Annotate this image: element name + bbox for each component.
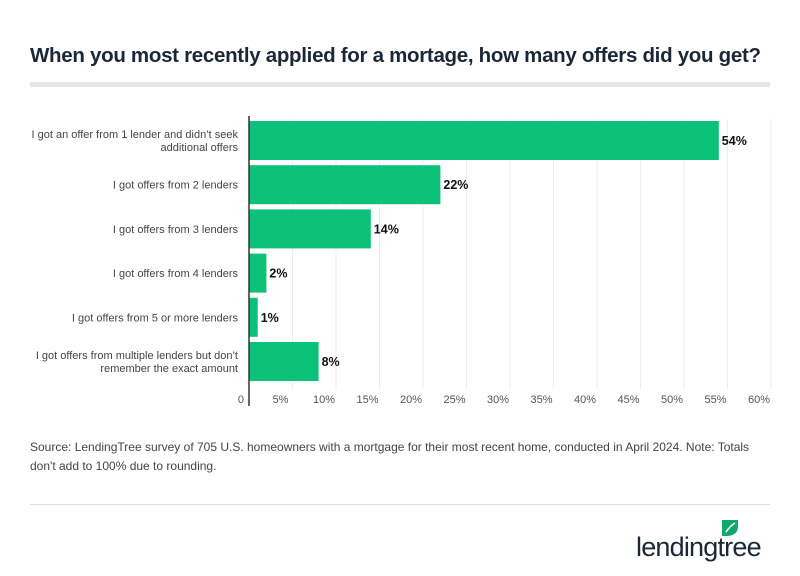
bar-chart: 0 5% 10% 15% 20% 25% 30% 35% 40% 45% 50% 55% 60% 54% I… (32, 116, 772, 406)
x-tick-label: 15% (356, 394, 378, 406)
category-label: I got offers from multiple lenders but d… (36, 350, 238, 362)
x-tick-label: 10% (313, 394, 335, 406)
bar (249, 297, 258, 337)
x-tick-label: 20% (400, 394, 422, 406)
x-tick-label: 45% (617, 394, 639, 406)
x-tick-label: 50% (661, 394, 683, 406)
category-label: I got offers from 2 lenders (113, 180, 239, 192)
x-tick-label: 30% (487, 394, 509, 406)
chart-title: When you most recently applied for a mor… (30, 44, 761, 67)
category-label: I got offers from 3 lenders (113, 224, 239, 236)
bar (249, 165, 441, 205)
category-label: I got offers from 5 or more lenders (72, 312, 239, 324)
title-divider (30, 82, 770, 87)
logo-text: lendingtree (636, 532, 761, 562)
data-label: 54% (722, 134, 747, 148)
x-tick-label: 40% (574, 394, 596, 406)
bar (249, 253, 267, 293)
x-tick-label: 55% (704, 394, 726, 406)
data-label: 22% (443, 178, 468, 192)
bar (249, 209, 371, 249)
leaf-icon: lendingtree (636, 520, 762, 562)
x-tick-label: 0 (238, 394, 244, 406)
footer-divider (30, 504, 770, 505)
category-label: I got offers from 4 lenders (113, 268, 239, 280)
bar (249, 342, 319, 381)
data-label: 14% (374, 222, 399, 236)
x-tick-label: 60% (748, 394, 770, 406)
category-label: remember the exact amount (100, 363, 238, 375)
category-label: I got an offer from 1 lender and didn’t … (32, 129, 239, 141)
category-label: additional offers (161, 142, 239, 154)
x-tick-label: 35% (530, 394, 552, 406)
lendingtree-logo: lendingtree (634, 518, 774, 567)
data-label: 1% (261, 311, 279, 325)
data-label: 8% (322, 355, 340, 369)
bar (249, 121, 719, 160)
source-note: Source: LendingTree survey of 705 U.S. h… (30, 440, 750, 473)
x-tick-label: 25% (443, 394, 465, 406)
x-tick-label: 5% (273, 394, 289, 406)
data-label: 2% (269, 267, 287, 281)
